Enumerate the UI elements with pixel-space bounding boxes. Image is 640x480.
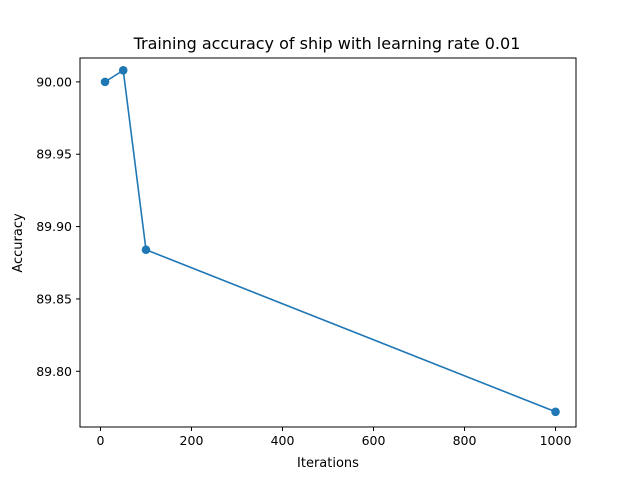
series-line <box>104 68 556 413</box>
y-tick-label: 89.95 <box>36 147 72 162</box>
x-tick-label: 600 <box>362 433 386 448</box>
y-tick-label: 89.85 <box>36 291 72 306</box>
data-point <box>551 407 560 417</box>
data-point <box>141 245 151 255</box>
y-tick-label: 90.00 <box>36 74 72 89</box>
x-axis-label: Iterations <box>297 456 359 471</box>
x-tick-label: 1000 <box>540 433 572 448</box>
y-tick-label: 89.90 <box>36 219 72 234</box>
chart-title: Training accuracy of ship with learning … <box>133 34 521 53</box>
y-tick-label: 89.80 <box>36 364 72 379</box>
plot-area <box>100 66 560 417</box>
x-tick-label: 200 <box>180 433 204 448</box>
y-axis: 89.80 89.85 89.90 89.95 90.00 <box>36 74 80 379</box>
data-point <box>118 66 128 75</box>
x-tick-label: 800 <box>453 433 477 448</box>
axes-frame <box>79 57 577 428</box>
y-axis-label: Accuracy <box>11 213 26 273</box>
data-point <box>100 77 110 87</box>
x-tick-label: 400 <box>271 433 295 448</box>
x-tick-label: 0 <box>97 433 105 448</box>
x-axis: 0 200 400 600 800 1000 <box>97 427 572 448</box>
